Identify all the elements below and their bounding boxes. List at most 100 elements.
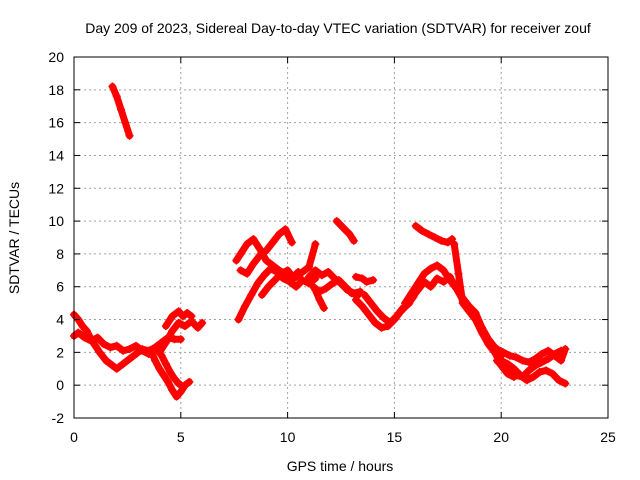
data-point <box>82 327 91 336</box>
data-point <box>183 308 192 317</box>
data-point <box>262 256 271 265</box>
data-point <box>351 295 360 304</box>
plot-frame <box>73 56 609 419</box>
data-point <box>159 371 168 380</box>
x-tick-label: 15 <box>387 429 403 445</box>
data-point <box>557 346 566 355</box>
series-track-x <box>492 346 566 381</box>
data-point <box>418 226 427 235</box>
data-point <box>557 356 566 365</box>
data-point <box>537 350 546 359</box>
data-point <box>450 240 459 249</box>
data-point <box>125 131 134 140</box>
series-track-n <box>311 286 328 313</box>
data-point <box>155 364 164 373</box>
data-point <box>78 322 87 331</box>
data-point <box>524 358 533 367</box>
data-point <box>437 236 446 245</box>
series-track-u <box>411 222 457 247</box>
data-point <box>471 315 480 324</box>
data-point <box>298 276 307 285</box>
data-point <box>116 105 125 114</box>
data-point <box>80 333 89 342</box>
data-point <box>138 346 147 355</box>
y-tick-label: 0 <box>56 377 64 393</box>
y-tick-label: 20 <box>48 49 64 65</box>
data-point <box>95 348 104 357</box>
data-point <box>93 333 102 342</box>
y-tick-label: 8 <box>56 246 64 262</box>
data-point <box>332 217 341 226</box>
data-point <box>319 304 328 313</box>
y-axis-label: SDTVAR / TECUs <box>6 182 22 294</box>
data-point <box>544 354 553 363</box>
data-point <box>131 341 140 350</box>
data-point <box>518 372 527 381</box>
data-point <box>505 368 514 377</box>
data-point <box>322 284 331 293</box>
data-point <box>439 266 448 275</box>
data-point <box>91 341 100 350</box>
data-point <box>535 368 544 377</box>
series-track <box>147 347 193 401</box>
data-point <box>542 366 551 375</box>
data-point <box>176 381 185 390</box>
data-point <box>155 348 164 357</box>
data-point <box>247 290 256 299</box>
y-tick-label: 6 <box>56 279 64 295</box>
data-point <box>108 361 117 370</box>
data-point <box>170 374 179 383</box>
data-point <box>106 343 115 352</box>
data-point <box>174 318 183 327</box>
data-point <box>426 282 435 291</box>
series-track-c <box>146 346 194 401</box>
data-point <box>74 328 83 337</box>
axis-ticks: 0 5 10 15 20 25 -2 0 2 4 6 8 10 12 14 16 18 20 <box>48 49 616 445</box>
data-point <box>275 230 284 239</box>
data-point <box>499 363 508 372</box>
data-point <box>236 249 245 258</box>
series-track-g <box>108 82 134 140</box>
data-point <box>119 346 128 355</box>
y-tick-label: 12 <box>48 180 64 196</box>
data-point <box>176 335 185 344</box>
data-point <box>99 340 108 349</box>
data-point <box>458 299 467 308</box>
data-point <box>187 312 196 321</box>
data-point <box>529 372 538 381</box>
data-point <box>264 282 273 291</box>
series-track <box>412 222 456 246</box>
y-tick-label: -2 <box>52 410 65 426</box>
data-point <box>358 274 367 283</box>
series-track-v <box>450 240 570 388</box>
data-point <box>401 299 410 308</box>
data-point <box>119 359 128 368</box>
data-point <box>260 271 269 280</box>
y-tick-label: 14 <box>48 147 64 163</box>
data-point <box>554 376 563 385</box>
data-point <box>315 295 324 304</box>
data-point <box>292 282 301 291</box>
y-tick-label: 18 <box>48 82 64 98</box>
chart-title: Day 209 of 2023, Sidereal Day-to-day VTE… <box>85 20 591 36</box>
data-point <box>548 369 557 378</box>
data-point <box>234 315 243 324</box>
data-point <box>257 290 266 299</box>
data-point <box>185 377 194 386</box>
data-point <box>166 368 175 377</box>
data-point <box>443 238 452 247</box>
data-point <box>369 276 378 285</box>
data-point <box>426 264 435 273</box>
data-point <box>561 379 570 388</box>
data-point <box>439 277 448 286</box>
series-track <box>360 291 413 327</box>
data-point <box>249 259 258 268</box>
data-point <box>349 236 358 245</box>
series-track <box>333 217 358 245</box>
data-point <box>255 251 264 260</box>
data-point <box>351 272 360 281</box>
data-point <box>366 299 375 308</box>
data-point <box>172 392 181 401</box>
data-point <box>550 350 559 359</box>
data-point <box>341 282 350 291</box>
